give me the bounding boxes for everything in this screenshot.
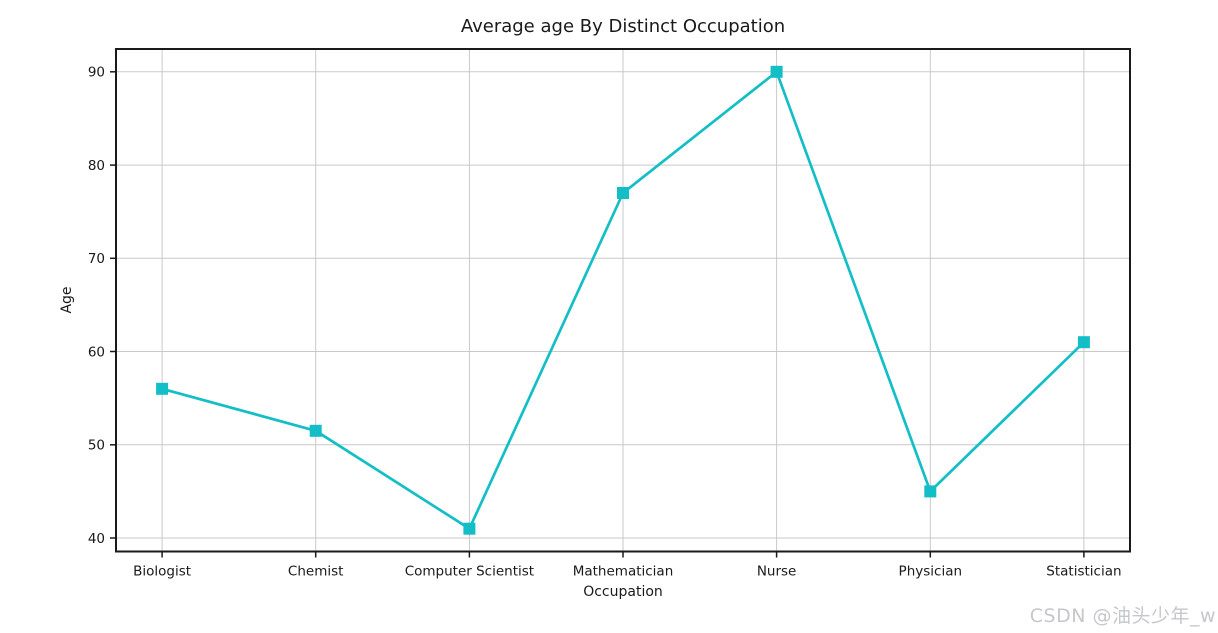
chart-title: Average age By Distinct Occupation xyxy=(460,16,786,37)
x-tick-label: Nurse xyxy=(757,564,797,580)
x-tick-label: Biologist xyxy=(133,564,191,580)
plot-border xyxy=(115,48,1131,553)
y-tick-label: 60 xyxy=(88,344,105,360)
x-tick-label: Mathematician xyxy=(573,564,674,580)
y-tick-label: 40 xyxy=(88,531,105,547)
data-point-marker xyxy=(617,187,629,199)
x-axis-label: Occupation xyxy=(583,584,663,600)
y-tick-label: 70 xyxy=(88,251,105,267)
data-point-marker xyxy=(156,382,169,395)
x-tick-label: Statistician xyxy=(1046,564,1121,580)
y-tick-label: 80 xyxy=(88,158,105,174)
x-tick-label: Physician xyxy=(899,564,962,580)
data-point-marker xyxy=(309,424,322,437)
watermark-text: CSDN @油头少年_w xyxy=(1029,605,1216,627)
data-point-marker xyxy=(463,522,476,535)
y-tick-label: 90 xyxy=(88,65,105,81)
x-tick-label: Computer Scientist xyxy=(405,564,534,580)
x-tick-label: Chemist xyxy=(288,564,344,580)
data-point-marker xyxy=(770,65,783,78)
data-point-marker xyxy=(1077,336,1090,349)
data-point-marker xyxy=(924,485,937,498)
y-tick-label: 50 xyxy=(88,438,105,454)
